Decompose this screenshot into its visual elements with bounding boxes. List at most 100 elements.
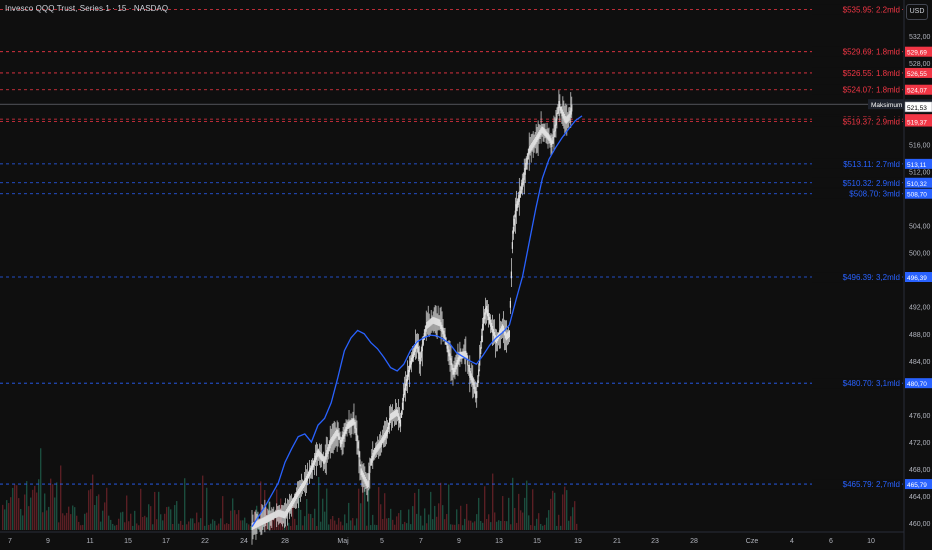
volume-bar <box>334 520 336 530</box>
candle-body <box>282 511 284 518</box>
volume-bar <box>120 512 122 530</box>
volume-bar <box>176 501 178 530</box>
candle-body <box>532 141 534 149</box>
price-axis[interactable]: 532,00 528,00 516,00 512,00 504,00 500,00 492,… <box>909 34 931 528</box>
candle-body <box>403 388 406 396</box>
level-label: $519.37: 2.9mld <box>843 118 900 127</box>
candle-body <box>327 447 329 454</box>
candle-body <box>563 113 565 121</box>
candle-body <box>515 204 517 211</box>
volume-bar <box>240 520 242 530</box>
candle-body <box>308 469 311 477</box>
candle-body <box>415 341 417 349</box>
volume-bar <box>142 517 144 530</box>
volume-bar <box>338 517 340 530</box>
volume-bar <box>350 520 352 530</box>
candle-body <box>448 349 450 357</box>
volume-bar <box>88 490 90 530</box>
candle-body <box>368 473 370 480</box>
candle-body <box>397 413 400 420</box>
volume-bar <box>458 524 460 530</box>
candle-body <box>542 126 544 134</box>
candle-body <box>360 468 362 476</box>
candle-body <box>514 210 516 218</box>
volume-bar <box>534 525 536 530</box>
price-levels: $535.95: 2.2mld $529.69: 1.8mld $526.55: 1… <box>0 4 904 490</box>
volume-bar <box>312 518 314 530</box>
volume-bar <box>130 513 132 530</box>
volume-bar <box>324 511 326 530</box>
candle-body <box>434 317 436 325</box>
volume-bar <box>4 509 6 530</box>
candle-body <box>549 136 551 143</box>
volume-bar <box>182 524 184 530</box>
volume-bar <box>78 521 80 530</box>
time-tick-label: 13 <box>495 538 503 545</box>
time-tick-label: 22 <box>201 538 209 545</box>
candle-body <box>390 413 392 421</box>
volume-bar <box>542 525 544 530</box>
volume-bar <box>8 503 10 530</box>
candle-body <box>374 447 376 455</box>
volume-bar <box>64 515 66 530</box>
volume-bar <box>528 515 530 530</box>
volume-bar <box>520 510 522 530</box>
volume-bar <box>184 478 186 530</box>
candle-body <box>523 173 525 180</box>
volume-bar <box>172 523 174 530</box>
candle-body <box>547 132 549 140</box>
volume-bar <box>460 505 462 530</box>
volume-bar <box>56 482 58 530</box>
volume-bar <box>532 489 534 530</box>
candle-body <box>473 382 475 389</box>
volume-bar <box>114 525 116 530</box>
volume-bar <box>208 524 210 530</box>
level-label-bg <box>812 67 902 78</box>
time-tick-label: 17 <box>162 538 170 545</box>
candle-body <box>276 510 278 518</box>
candle-body <box>303 479 306 487</box>
candle-body <box>436 318 438 326</box>
candle-body <box>268 514 270 522</box>
level-price-tag <box>905 67 932 78</box>
candle-body <box>305 475 308 483</box>
candle-body <box>369 466 371 473</box>
volume-bar <box>58 522 60 530</box>
level-price-tag-text: 513,11 <box>907 162 927 169</box>
candle-body <box>439 319 441 327</box>
candle-body <box>470 373 472 381</box>
volume-bar <box>518 493 520 530</box>
candle-body <box>279 510 281 517</box>
candle-body <box>568 113 570 121</box>
candle-body <box>367 480 369 488</box>
price-tick-label: 500,00 <box>909 251 931 258</box>
volume-bar <box>546 517 548 530</box>
volume-bar <box>248 524 250 530</box>
volume-bar <box>272 515 274 530</box>
volume-bar <box>562 494 564 530</box>
volume-bar <box>464 518 466 530</box>
candle-body <box>427 321 429 328</box>
candle-body <box>293 495 296 503</box>
volume-bar <box>400 510 402 530</box>
symbol-title[interactable]: Invesco QQQ Trust, Series 1 · 15 · NASDA… <box>5 4 169 13</box>
currency-button[interactable]: USD <box>906 4 928 20</box>
candle-body <box>438 319 440 326</box>
volume-bar <box>6 500 8 530</box>
candle-body <box>326 450 328 457</box>
time-axis[interactable]: 7 9 11 15 17 22 24 28 Maj 5 7 9 13 15 19 21 23 28 Cze 4 6 10 <box>8 538 875 545</box>
candle-body <box>290 502 292 510</box>
volume-bar <box>102 510 104 530</box>
volume-bar <box>426 523 428 530</box>
candle-body <box>478 369 480 377</box>
volume-bar <box>44 493 46 530</box>
price-axis-tags: 529,69526,55524,07519,72519,37513,11510,… <box>868 46 932 490</box>
volume-bar <box>486 519 488 530</box>
volume-bar <box>232 498 234 530</box>
candle-body <box>264 516 266 524</box>
volume-bar <box>524 497 526 530</box>
candle-body <box>516 201 518 208</box>
volume-bar <box>510 524 512 530</box>
volume-bar <box>132 525 134 530</box>
